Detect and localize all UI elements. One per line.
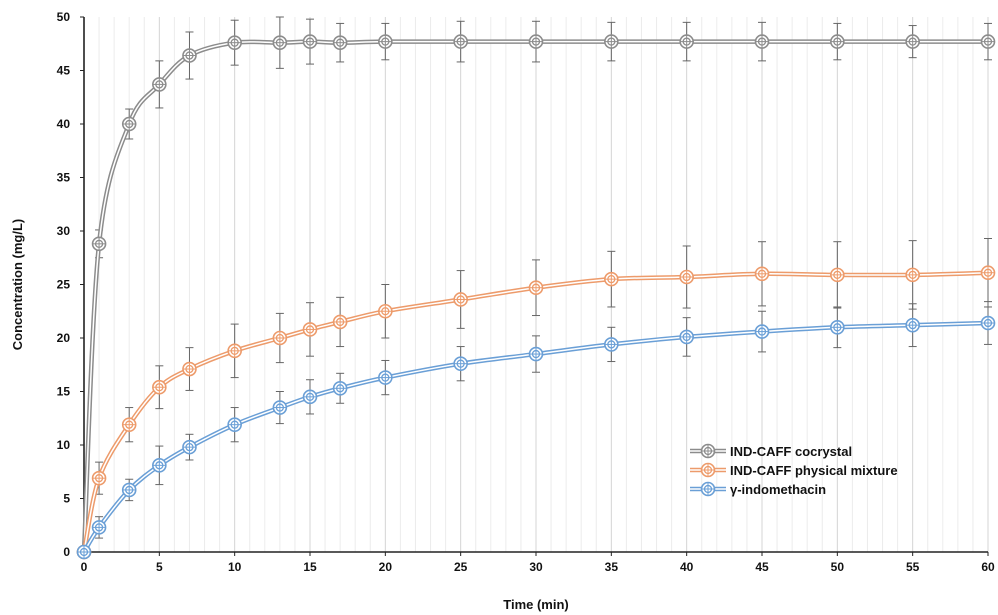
data-point <box>152 379 167 395</box>
data-point <box>152 458 167 473</box>
legend-label: IND-CAFF physical mixture <box>730 463 898 478</box>
data-point <box>302 34 318 49</box>
y-tick-label: 35 <box>57 171 71 185</box>
y-tick-label: 30 <box>57 224 71 238</box>
data-point <box>980 34 996 49</box>
data-point <box>830 319 845 335</box>
data-point <box>980 315 996 331</box>
data-point <box>679 269 694 285</box>
data-point <box>182 361 197 377</box>
y-tick-label: 5 <box>63 492 70 506</box>
data-point <box>91 520 107 535</box>
data-point <box>980 265 996 281</box>
data-point <box>905 317 920 333</box>
data-point <box>302 322 318 337</box>
data-point <box>332 35 348 50</box>
data-point <box>679 34 694 49</box>
x-tick-label: 25 <box>454 560 468 574</box>
x-tick-label: 40 <box>680 560 694 574</box>
data-point <box>453 292 468 307</box>
data-point <box>378 303 393 319</box>
y-axis-title: Concentration (mg/L) <box>10 219 25 350</box>
data-point <box>91 236 107 252</box>
x-tick-label: 30 <box>529 560 543 574</box>
data-point <box>754 34 770 49</box>
y-tick-label: 15 <box>57 385 71 399</box>
x-tick-label: 20 <box>379 560 393 574</box>
data-point <box>528 280 544 296</box>
data-point <box>121 482 137 498</box>
data-point <box>604 337 619 352</box>
data-point <box>182 439 197 455</box>
data-point <box>227 343 242 359</box>
data-point <box>152 77 167 92</box>
data-point <box>830 34 845 49</box>
data-point <box>679 329 694 345</box>
data-point <box>227 417 242 432</box>
data-point <box>121 116 137 132</box>
data-point <box>604 271 619 287</box>
x-tick-label: 60 <box>981 560 995 574</box>
data-point <box>91 470 107 486</box>
y-tick-label: 20 <box>57 331 71 345</box>
data-point <box>272 330 288 346</box>
data-point <box>378 370 393 385</box>
data-point <box>453 34 468 49</box>
x-axis-title: Time (min) <box>503 597 569 612</box>
data-point <box>227 35 242 50</box>
data-point <box>302 389 318 405</box>
series-1 <box>76 237 996 560</box>
data-point <box>76 544 92 560</box>
x-tick-label: 35 <box>605 560 619 574</box>
legend-label: IND-CAFF cocrystal <box>730 444 852 459</box>
x-tick-labels: 0 5 10 15 20 25 30 35 40 45 50 55 60 <box>81 552 995 574</box>
legend-label: γ-indomethacin <box>730 482 826 497</box>
series-2 <box>76 301 996 560</box>
legend: IND-CAFF cocrystal IND-CAFF physical mixt… <box>690 443 898 497</box>
data-point <box>604 34 619 49</box>
y-tick-label: 40 <box>57 117 71 131</box>
x-tick-label: 0 <box>81 560 88 574</box>
data-point <box>754 266 770 282</box>
legend-item: γ-indomethacin <box>690 481 826 497</box>
data-point <box>272 35 288 50</box>
data-point <box>528 34 544 49</box>
data-point <box>332 314 348 330</box>
legend-item: IND-CAFF cocrystal <box>690 443 852 459</box>
data-point <box>905 267 920 283</box>
data-point <box>182 48 197 63</box>
data-point <box>378 34 393 49</box>
y-tick-label: 25 <box>57 278 71 292</box>
legend-item: IND-CAFF physical mixture <box>690 462 898 478</box>
data-point <box>272 400 288 415</box>
x-tick-label: 5 <box>156 560 163 574</box>
data-point <box>830 267 845 283</box>
y-tick-label: 0 <box>63 545 70 559</box>
y-tick-label: 45 <box>57 64 71 78</box>
x-tick-label: 55 <box>906 560 920 574</box>
x-tick-label: 45 <box>755 560 769 574</box>
data-point <box>121 417 137 432</box>
series-group <box>76 16 996 560</box>
x-tick-label: 10 <box>228 560 242 574</box>
x-tick-label: 15 <box>303 560 317 574</box>
x-tick-label: 50 <box>831 560 845 574</box>
y-tick-label: 10 <box>57 438 71 452</box>
y-tick-label: 50 <box>57 10 71 24</box>
data-point <box>905 34 920 49</box>
y-tick-labels: 0 5 10 15 20 25 30 35 40 45 50 <box>57 10 84 559</box>
data-point <box>528 346 544 362</box>
data-point <box>453 356 468 371</box>
data-point <box>754 324 770 339</box>
data-point <box>332 380 348 396</box>
